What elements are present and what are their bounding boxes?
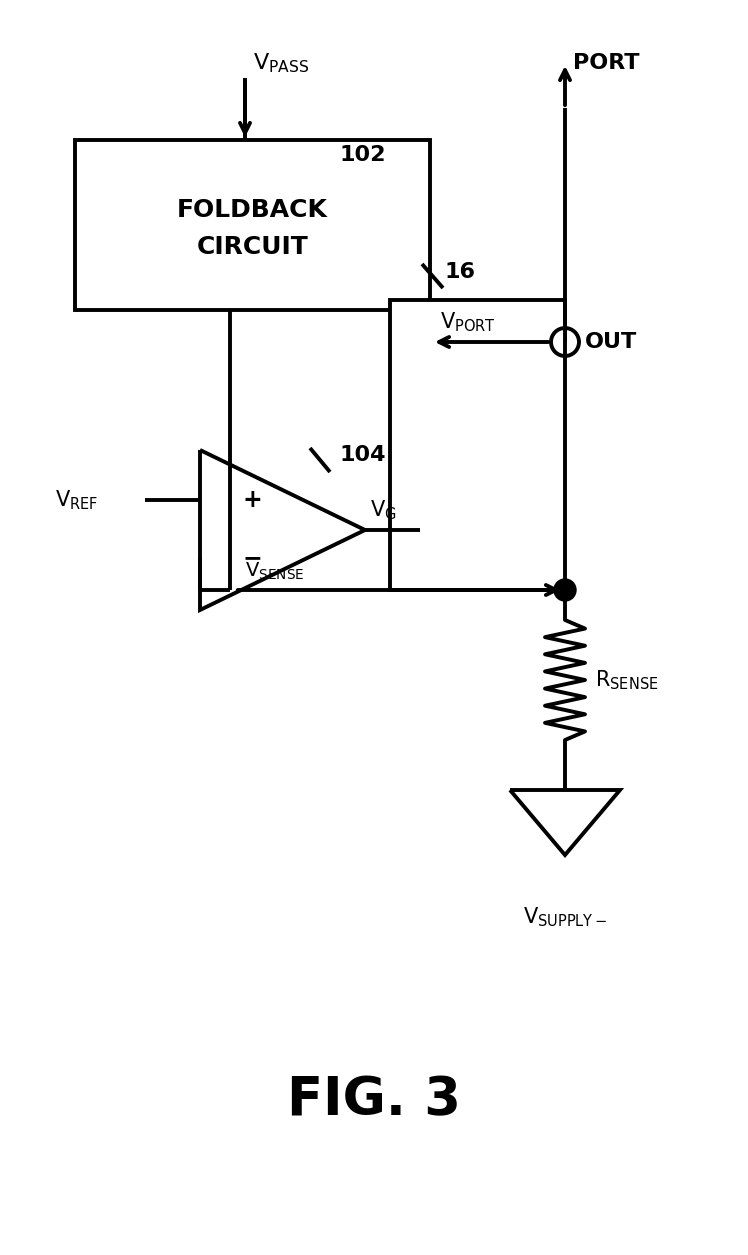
Text: 16: 16 — [445, 262, 476, 282]
Text: $\mathsf{V_{SENSE}}$: $\mathsf{V_{SENSE}}$ — [245, 561, 304, 582]
Bar — [75, 141, 430, 310]
Text: FOLDBACK: FOLDBACK — [177, 198, 328, 222]
Text: FIG. 3: FIG. 3 — [287, 1074, 461, 1126]
Text: −: − — [242, 546, 262, 570]
Text: PORT: PORT — [573, 53, 640, 73]
Text: $\mathsf{V_{SUPPLY-}}$: $\mathsf{V_{SUPPLY-}}$ — [523, 905, 607, 929]
Text: $\mathsf{V_{PORT}}$: $\mathsf{V_{PORT}}$ — [440, 310, 496, 334]
Text: +: + — [242, 488, 262, 512]
Text: OUT: OUT — [585, 333, 637, 351]
Text: 104: 104 — [340, 446, 387, 466]
Text: $\mathsf{R_{SENSE}}$: $\mathsf{R_{SENSE}}$ — [595, 668, 659, 692]
Bar — [390, 300, 565, 590]
Circle shape — [554, 579, 576, 601]
Text: $\mathsf{V_{REF}}$: $\mathsf{V_{REF}}$ — [55, 488, 98, 512]
Text: $\mathsf{V_{PASS}}$: $\mathsf{V_{PASS}}$ — [253, 51, 310, 75]
Text: $\mathsf{V_G}$: $\mathsf{V_G}$ — [370, 498, 396, 522]
Text: CIRCUIT: CIRCUIT — [197, 235, 308, 259]
Text: 102: 102 — [340, 146, 387, 164]
